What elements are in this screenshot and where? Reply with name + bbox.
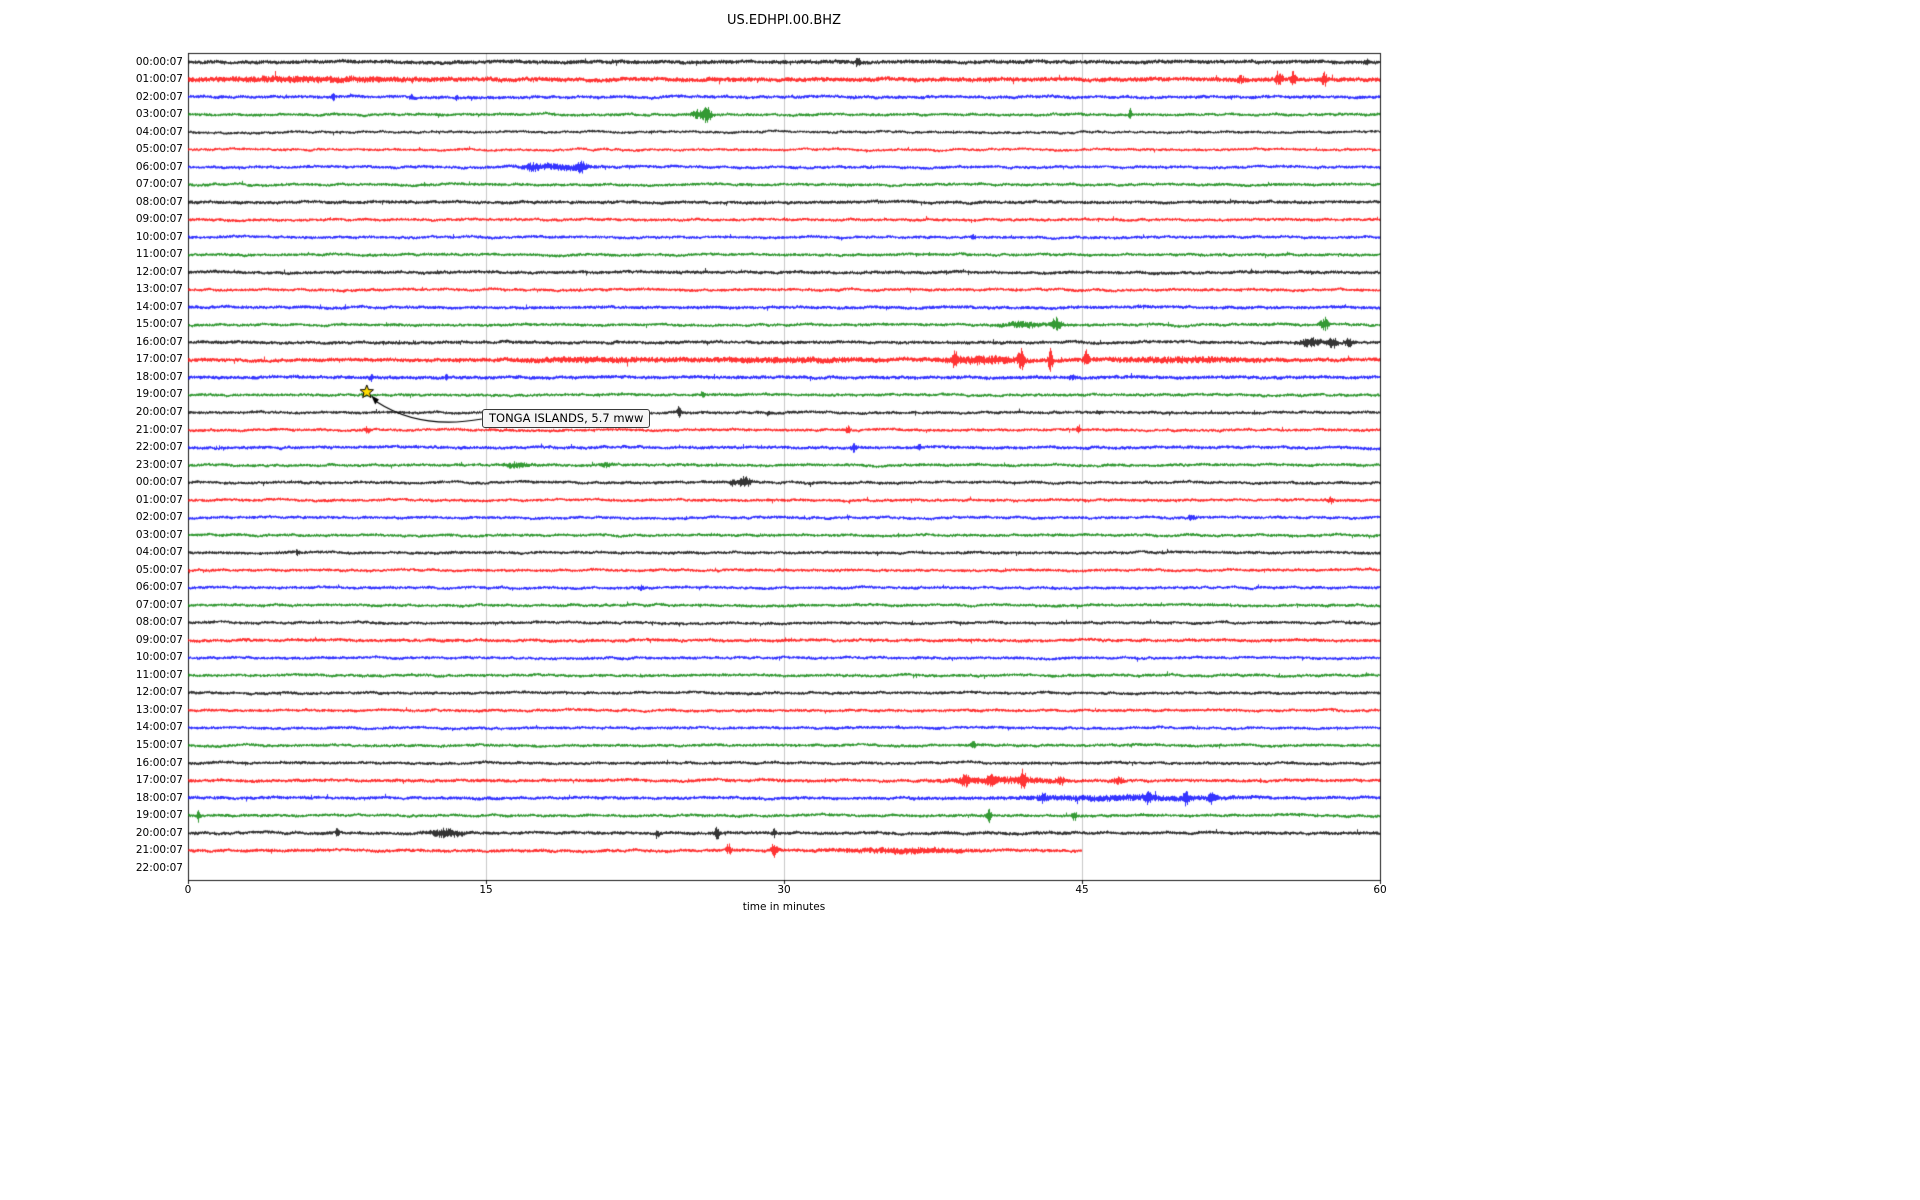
row-label: 02:00:07 (135, 90, 183, 103)
row-label: 15:00:07 (135, 738, 183, 751)
row-label: 18:00:07 (135, 791, 183, 804)
event-annotation: TONGA ISLANDS, 5.7 mww (482, 409, 651, 428)
row-label: 14:00:07 (135, 721, 183, 734)
row-label: 15:00:07 (135, 318, 183, 331)
row-label: 19:00:07 (135, 809, 183, 822)
row-label: 21:00:07 (135, 423, 183, 436)
row-label: 09:00:07 (135, 633, 183, 646)
row-label: 13:00:07 (135, 283, 183, 296)
row-label: 10:00:07 (135, 651, 183, 664)
row-label: 21:00:07 (135, 844, 183, 857)
row-label: 17:00:07 (135, 774, 183, 787)
row-label: 06:00:07 (135, 581, 183, 594)
row-label: 22:00:07 (135, 441, 183, 454)
row-label: 03:00:07 (135, 528, 183, 541)
row-label: 05:00:07 (135, 563, 183, 576)
figure-title: US.EDHPI.00.BHZ (727, 13, 841, 28)
row-label: 03:00:07 (135, 108, 183, 121)
row-label: 04:00:07 (135, 125, 183, 138)
row-label: 06:00:07 (135, 160, 183, 173)
row-label: 16:00:07 (135, 335, 183, 348)
row-label: 01:00:07 (135, 73, 183, 86)
x-tick-label: 45 (1075, 884, 1089, 896)
row-label: 14:00:07 (135, 300, 183, 313)
row-label: 08:00:07 (135, 616, 183, 629)
row-label: 20:00:07 (135, 826, 183, 839)
x-tick-label: 30 (777, 884, 791, 896)
row-label: 01:00:07 (135, 493, 183, 506)
row-label: 07:00:07 (135, 178, 183, 191)
row-label: 17:00:07 (135, 353, 183, 366)
row-label: 19:00:07 (135, 388, 183, 401)
x-axis-label: time in minutes (742, 901, 826, 913)
row-label: 08:00:07 (135, 195, 183, 208)
row-label: 11:00:07 (135, 668, 183, 681)
row-label: 05:00:07 (135, 143, 183, 156)
row-label: 13:00:07 (135, 703, 183, 716)
row-label: 00:00:07 (135, 476, 183, 489)
row-label: 09:00:07 (135, 213, 183, 226)
x-tick-label: 15 (479, 884, 493, 896)
row-label: 11:00:07 (135, 248, 183, 261)
row-label: 12:00:07 (135, 265, 183, 278)
x-tick-label: 60 (1373, 884, 1387, 896)
row-label: 07:00:07 (135, 598, 183, 611)
row-label: 22:00:07 (135, 861, 183, 874)
row-label: 20:00:07 (135, 406, 183, 418)
row-label: 23:00:07 (135, 458, 183, 471)
row-label: 02:00:07 (135, 511, 183, 524)
row-label: 12:00:07 (135, 686, 183, 699)
row-label: 16:00:07 (135, 756, 183, 769)
row-label: 04:00:07 (135, 546, 183, 559)
row-label: 10:00:07 (135, 230, 183, 243)
row-label: 00:00:07 (135, 55, 183, 68)
row-label: 18:00:07 (135, 370, 183, 383)
x-tick-label: 0 (184, 884, 192, 896)
